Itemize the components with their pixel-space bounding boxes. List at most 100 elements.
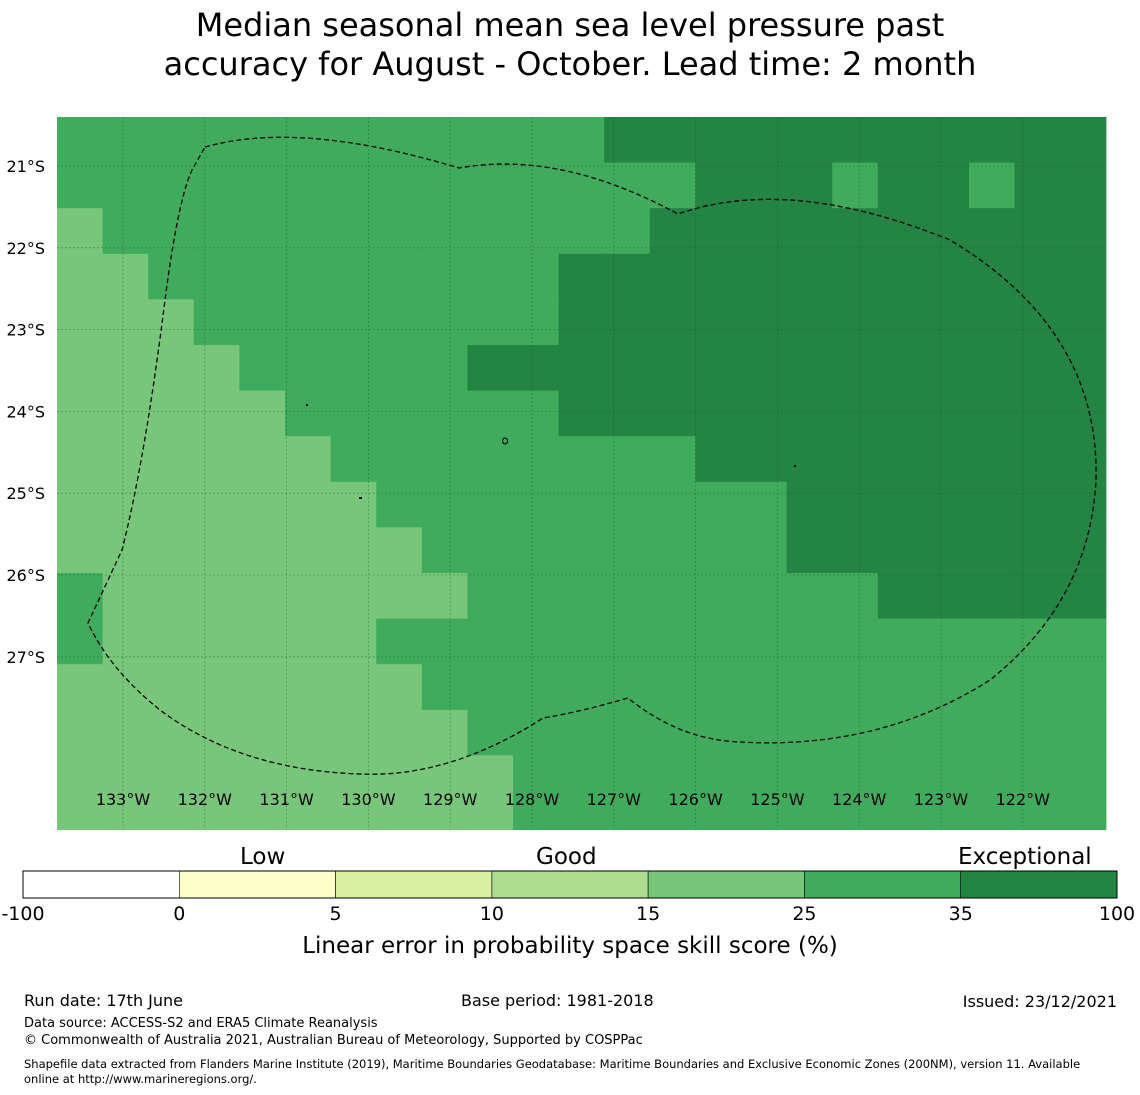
grid-cell bbox=[786, 208, 833, 255]
grid-cell bbox=[604, 573, 651, 620]
grid-cell bbox=[193, 345, 240, 392]
grid-cell bbox=[741, 801, 788, 830]
grid-cell bbox=[649, 436, 696, 483]
grid-cell bbox=[695, 117, 742, 164]
eez-boundary bbox=[87, 136, 1097, 775]
grid-cell bbox=[57, 117, 104, 164]
colorbar-tick-label: 35 bbox=[948, 903, 973, 925]
grid-cell bbox=[832, 755, 879, 802]
grid-cell bbox=[513, 436, 560, 483]
grid-cell bbox=[741, 208, 788, 255]
grid-cell bbox=[102, 801, 149, 830]
grid-cell bbox=[102, 345, 149, 392]
grid-cell bbox=[376, 709, 423, 756]
grid-cell bbox=[193, 664, 240, 711]
grid-cell bbox=[57, 299, 104, 346]
grid-cell bbox=[695, 481, 742, 528]
grid-cell bbox=[969, 117, 1016, 164]
grid-cell bbox=[649, 299, 696, 346]
grid-cell bbox=[193, 117, 240, 164]
grid-cell bbox=[832, 573, 879, 620]
grid-cell bbox=[695, 755, 742, 802]
grid-cell bbox=[786, 390, 833, 437]
grid-cell bbox=[649, 664, 696, 711]
grid-cell bbox=[239, 299, 286, 346]
grid-cell bbox=[513, 117, 560, 164]
grid-cell bbox=[148, 436, 195, 483]
grid-cell bbox=[330, 436, 377, 483]
grid-cell bbox=[239, 253, 286, 300]
grid-cell bbox=[695, 573, 742, 620]
grid-cell bbox=[330, 664, 377, 711]
grid-cell bbox=[239, 436, 286, 483]
grid-cell bbox=[969, 709, 1016, 756]
grid-cell bbox=[421, 117, 468, 164]
grid-cell bbox=[57, 208, 104, 255]
grid-cell bbox=[285, 573, 332, 620]
grid-cell bbox=[376, 664, 423, 711]
grid-cell bbox=[1014, 253, 1061, 300]
grid-cell bbox=[421, 208, 468, 255]
grid-cell bbox=[923, 436, 970, 483]
island-marker bbox=[794, 465, 796, 467]
map-title-line-2: accuracy for August - October. Lead time… bbox=[163, 45, 977, 83]
grid-cell bbox=[695, 208, 742, 255]
grid-cell bbox=[877, 390, 924, 437]
grid-cell bbox=[102, 162, 149, 209]
grid-cell bbox=[786, 709, 833, 756]
grid-cell bbox=[513, 299, 560, 346]
grid-cell bbox=[467, 345, 514, 392]
grid-cell bbox=[923, 117, 970, 164]
grid-cell bbox=[513, 208, 560, 255]
grid-cell bbox=[969, 253, 1016, 300]
grid-cell bbox=[1060, 481, 1107, 528]
grid-cell bbox=[239, 573, 286, 620]
grid-cell bbox=[376, 481, 423, 528]
grid-cell bbox=[832, 801, 879, 830]
grid-cell bbox=[285, 299, 332, 346]
grid-cell bbox=[786, 755, 833, 802]
grid-cell bbox=[285, 709, 332, 756]
colorbar-tick-label: 10 bbox=[479, 903, 504, 925]
latitude-label: 23°S bbox=[6, 321, 45, 340]
grid-cell bbox=[923, 755, 970, 802]
grid-cell bbox=[877, 801, 924, 830]
colorbar-frame bbox=[22, 870, 1118, 899]
grid-cell bbox=[1060, 299, 1107, 346]
grid-cell bbox=[1014, 345, 1061, 392]
grid-cell bbox=[467, 801, 514, 830]
grid-cell bbox=[832, 208, 879, 255]
grid-cell bbox=[57, 162, 104, 209]
grid-cell bbox=[193, 253, 240, 300]
grid-cell bbox=[57, 253, 104, 300]
colorbar-tick-label: 5 bbox=[329, 903, 342, 925]
colorbar-tick-label: 0 bbox=[173, 903, 186, 925]
grid-cell bbox=[832, 481, 879, 528]
grid-cell bbox=[285, 345, 332, 392]
grid-cell bbox=[558, 390, 605, 437]
grid-cell bbox=[558, 709, 605, 756]
grid-cell bbox=[649, 618, 696, 665]
grid-cell bbox=[695, 664, 742, 711]
grid-cell bbox=[1060, 709, 1107, 756]
grid-cell bbox=[239, 801, 286, 830]
grid-cell bbox=[923, 527, 970, 574]
grid-cell bbox=[558, 208, 605, 255]
grid-cell bbox=[376, 162, 423, 209]
grid-cell bbox=[604, 253, 651, 300]
grid-cell bbox=[832, 664, 879, 711]
data-source: Data source: ACCESS-S2 and ERA5 Climate … bbox=[24, 1016, 378, 1031]
grid-cell bbox=[1014, 664, 1061, 711]
grid-cell bbox=[741, 573, 788, 620]
grid-cell bbox=[102, 664, 149, 711]
grid-cell bbox=[923, 253, 970, 300]
grid-cell bbox=[604, 481, 651, 528]
grid-cell bbox=[741, 436, 788, 483]
grid-cell bbox=[285, 527, 332, 574]
base-period: Base period: 1981-2018 bbox=[461, 991, 654, 1010]
grid-cell bbox=[558, 527, 605, 574]
grid-cell bbox=[239, 618, 286, 665]
grid-cell bbox=[695, 253, 742, 300]
grid-cell bbox=[330, 345, 377, 392]
grid-cell bbox=[558, 573, 605, 620]
